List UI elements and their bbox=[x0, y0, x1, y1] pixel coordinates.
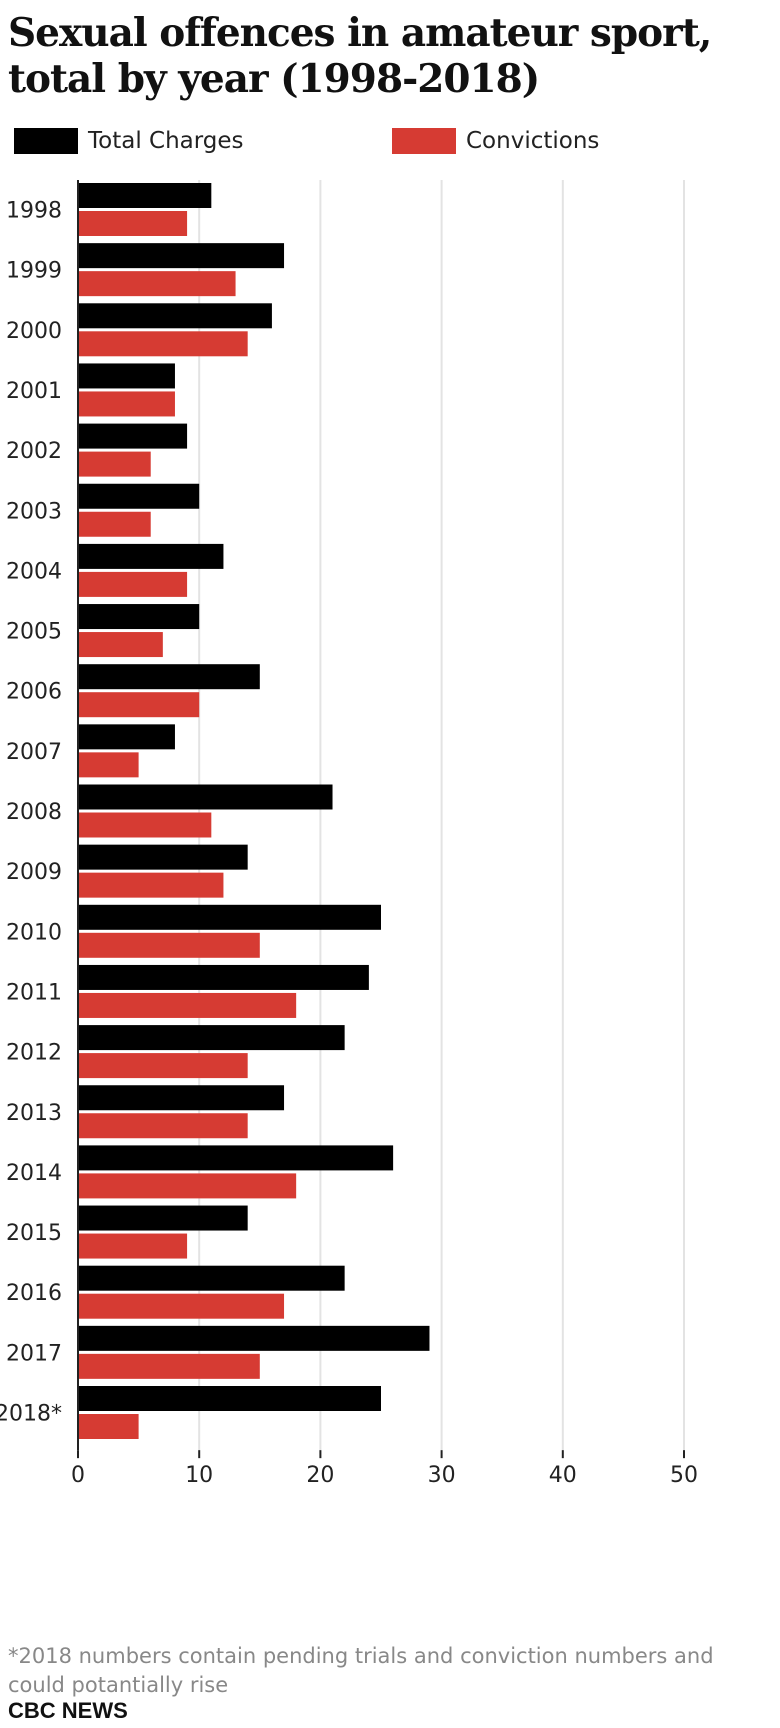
bar-convictions-2013 bbox=[78, 1113, 248, 1139]
x-tick-label-10: 10 bbox=[185, 1463, 213, 1488]
bar-convictions-2017 bbox=[78, 1353, 260, 1379]
bar-chart: 1998 1999 2000 2001 2002 2003 2004 2005 2006 2007… bbox=[0, 180, 698, 1488]
x-tick-label-0: 0 bbox=[71, 1463, 85, 1488]
x-tick-label-50: 50 bbox=[670, 1463, 698, 1488]
category-label-2003: 2003 bbox=[6, 499, 62, 524]
category-label-2013: 2013 bbox=[6, 1101, 62, 1126]
bar-total-charges-2012 bbox=[78, 1025, 345, 1051]
bar-total-charges-2008 bbox=[78, 784, 333, 810]
category-label-2010: 2010 bbox=[6, 920, 62, 945]
category-label-2000: 2000 bbox=[6, 319, 62, 344]
x-tick-label-30: 30 bbox=[428, 1463, 456, 1488]
bar-convictions-2015 bbox=[78, 1233, 188, 1259]
bar-convictions-2004 bbox=[78, 571, 188, 597]
bar-convictions-2007 bbox=[78, 752, 139, 778]
bar-total-charges-2001 bbox=[78, 363, 175, 389]
bar-total-charges-2002 bbox=[78, 423, 188, 449]
bar-total-charges-2003 bbox=[78, 483, 200, 509]
bar-total-charges-2015 bbox=[78, 1205, 248, 1231]
category-label-2017: 2017 bbox=[6, 1341, 62, 1366]
category-label-2012: 2012 bbox=[6, 1041, 62, 1066]
bar-total-charges-1999 bbox=[78, 243, 285, 269]
bar-convictions-1998 bbox=[78, 211, 188, 236]
bar-convictions-2002 bbox=[78, 451, 151, 477]
legend-label-total-charges: Total Charges bbox=[88, 128, 244, 154]
bar-convictions-2014 bbox=[78, 1173, 297, 1199]
category-label-2018: 2018* bbox=[0, 1402, 62, 1427]
category-label-2005: 2005 bbox=[6, 620, 62, 645]
bar-total-charges-2013 bbox=[78, 1085, 285, 1111]
bar-convictions-2001 bbox=[78, 391, 175, 417]
category-label-2007: 2007 bbox=[6, 740, 62, 765]
bar-convictions-2011 bbox=[78, 992, 297, 1018]
footnote: *2018 numbers contain pending trials and… bbox=[8, 1644, 714, 1697]
bar-convictions-2018 bbox=[78, 1414, 139, 1439]
bar-convictions-2006 bbox=[78, 692, 200, 718]
category-label-2011: 2011 bbox=[6, 980, 62, 1005]
bar-convictions-2000 bbox=[78, 331, 248, 357]
bar-convictions-2008 bbox=[78, 812, 212, 838]
category-label-2004: 2004 bbox=[6, 559, 62, 584]
bar-total-charges-1998 bbox=[78, 183, 212, 208]
legend-item-convictions: Convictions bbox=[392, 126, 599, 156]
bar-convictions-2003 bbox=[78, 511, 151, 537]
bar-convictions-2005 bbox=[78, 632, 163, 658]
category-label-2016: 2016 bbox=[6, 1281, 62, 1306]
legend-swatch-convictions bbox=[392, 128, 456, 154]
category-label-2009: 2009 bbox=[6, 860, 62, 885]
bar-total-charges-2014 bbox=[78, 1145, 394, 1171]
category-label-2008: 2008 bbox=[6, 800, 62, 825]
bar-total-charges-2010 bbox=[78, 904, 381, 930]
category-label-2001: 2001 bbox=[6, 379, 62, 404]
bar-total-charges-2004 bbox=[78, 543, 224, 569]
bar-convictions-2016 bbox=[78, 1293, 285, 1319]
x-tick-label-20: 20 bbox=[306, 1463, 334, 1488]
legend: Total Charges Convictions bbox=[0, 126, 780, 156]
bar-total-charges-2006 bbox=[78, 664, 260, 690]
bar-total-charges-2011 bbox=[78, 964, 369, 990]
bar-total-charges-2007 bbox=[78, 724, 175, 750]
category-label-2006: 2006 bbox=[6, 680, 62, 705]
bar-convictions-2009 bbox=[78, 872, 224, 898]
bar-total-charges-2016 bbox=[78, 1265, 345, 1291]
bar-total-charges-2005 bbox=[78, 604, 200, 630]
category-label-2014: 2014 bbox=[6, 1161, 62, 1186]
legend-swatch-total-charges bbox=[14, 128, 78, 154]
category-label-1998: 1998 bbox=[6, 199, 62, 224]
legend-item-total-charges: Total Charges bbox=[14, 126, 244, 156]
legend-label-convictions: Convictions bbox=[466, 128, 600, 154]
category-label-2002: 2002 bbox=[6, 439, 62, 464]
bar-convictions-2012 bbox=[78, 1053, 248, 1079]
bar-total-charges-2000 bbox=[78, 303, 272, 329]
bar-convictions-2010 bbox=[78, 932, 260, 958]
bar-total-charges-2018 bbox=[78, 1386, 381, 1411]
bar-convictions-1999 bbox=[78, 271, 236, 297]
chart-title: Sexual offences in amateur sport, total … bbox=[8, 10, 712, 102]
category-label-1999: 1999 bbox=[6, 259, 62, 284]
source-credit: CBC NEWS bbox=[8, 1698, 128, 1723]
bar-total-charges-2009 bbox=[78, 844, 248, 870]
category-label-2015: 2015 bbox=[6, 1221, 62, 1246]
x-tick-label-40: 40 bbox=[549, 1463, 577, 1488]
bar-total-charges-2017 bbox=[78, 1325, 430, 1351]
